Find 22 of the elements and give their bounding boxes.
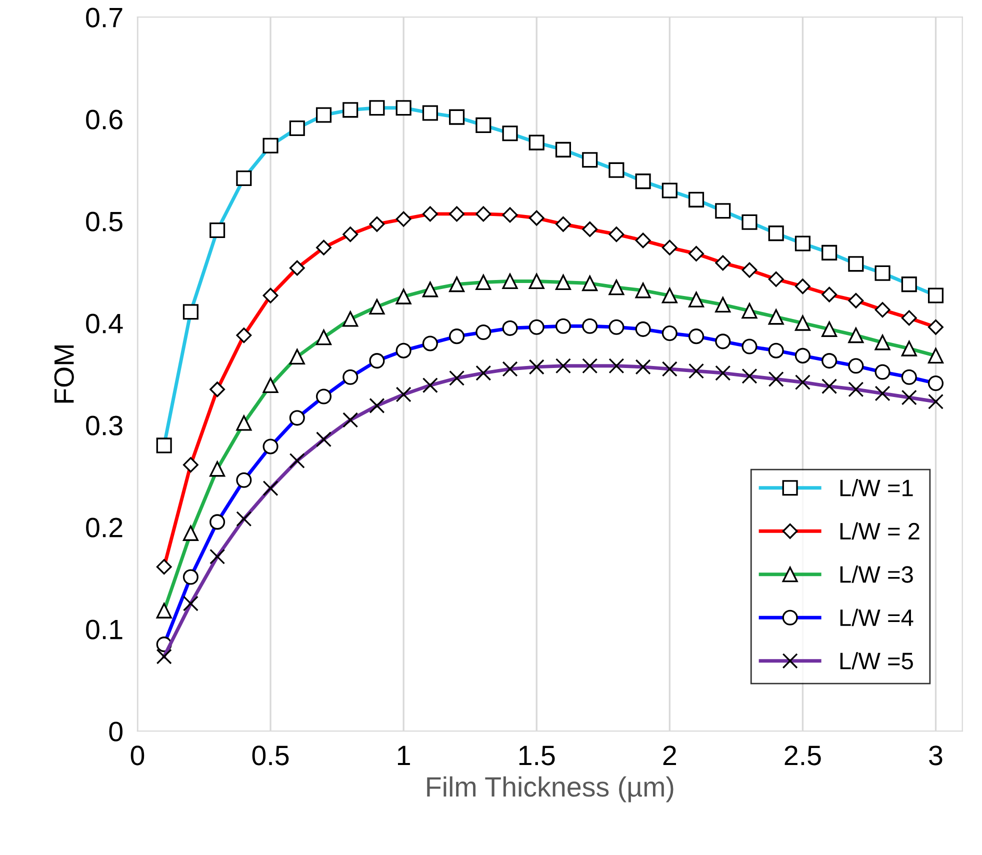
y-tick-label: 0.6: [86, 110, 122, 130]
y-axis-title: FOM: [54, 345, 74, 403]
y-tick-label: 0.4: [86, 314, 123, 334]
x-tick-label: 2: [663, 746, 676, 766]
x-tick-label: 0: [130, 746, 144, 766]
legend-label: L/W =5: [840, 652, 913, 670]
legend-label: L/W = 2: [840, 522, 920, 540]
y-tick-label: 0.1: [86, 620, 122, 640]
legend-label: L/W =1: [840, 479, 913, 496]
x-tick-label: 1: [398, 746, 410, 766]
y-tick-label: 0.5: [86, 212, 122, 232]
x-tick-label: 1.5: [519, 746, 555, 766]
x-axis-title: Film Thickness (µm): [427, 776, 674, 802]
legend-label: L/W =4: [840, 608, 914, 626]
y-tick-label: 0: [109, 722, 123, 742]
y-tick-label: 0.7: [86, 8, 122, 28]
x-tick-label: 0.5: [252, 746, 289, 766]
x-tick-label: 3: [929, 746, 942, 766]
y-tick-label: 0.3: [86, 416, 122, 436]
x-tick-label: 2.5: [784, 746, 821, 766]
y-tick-label: 0.2: [86, 518, 122, 538]
legend-label: L/W =3: [840, 566, 913, 583]
